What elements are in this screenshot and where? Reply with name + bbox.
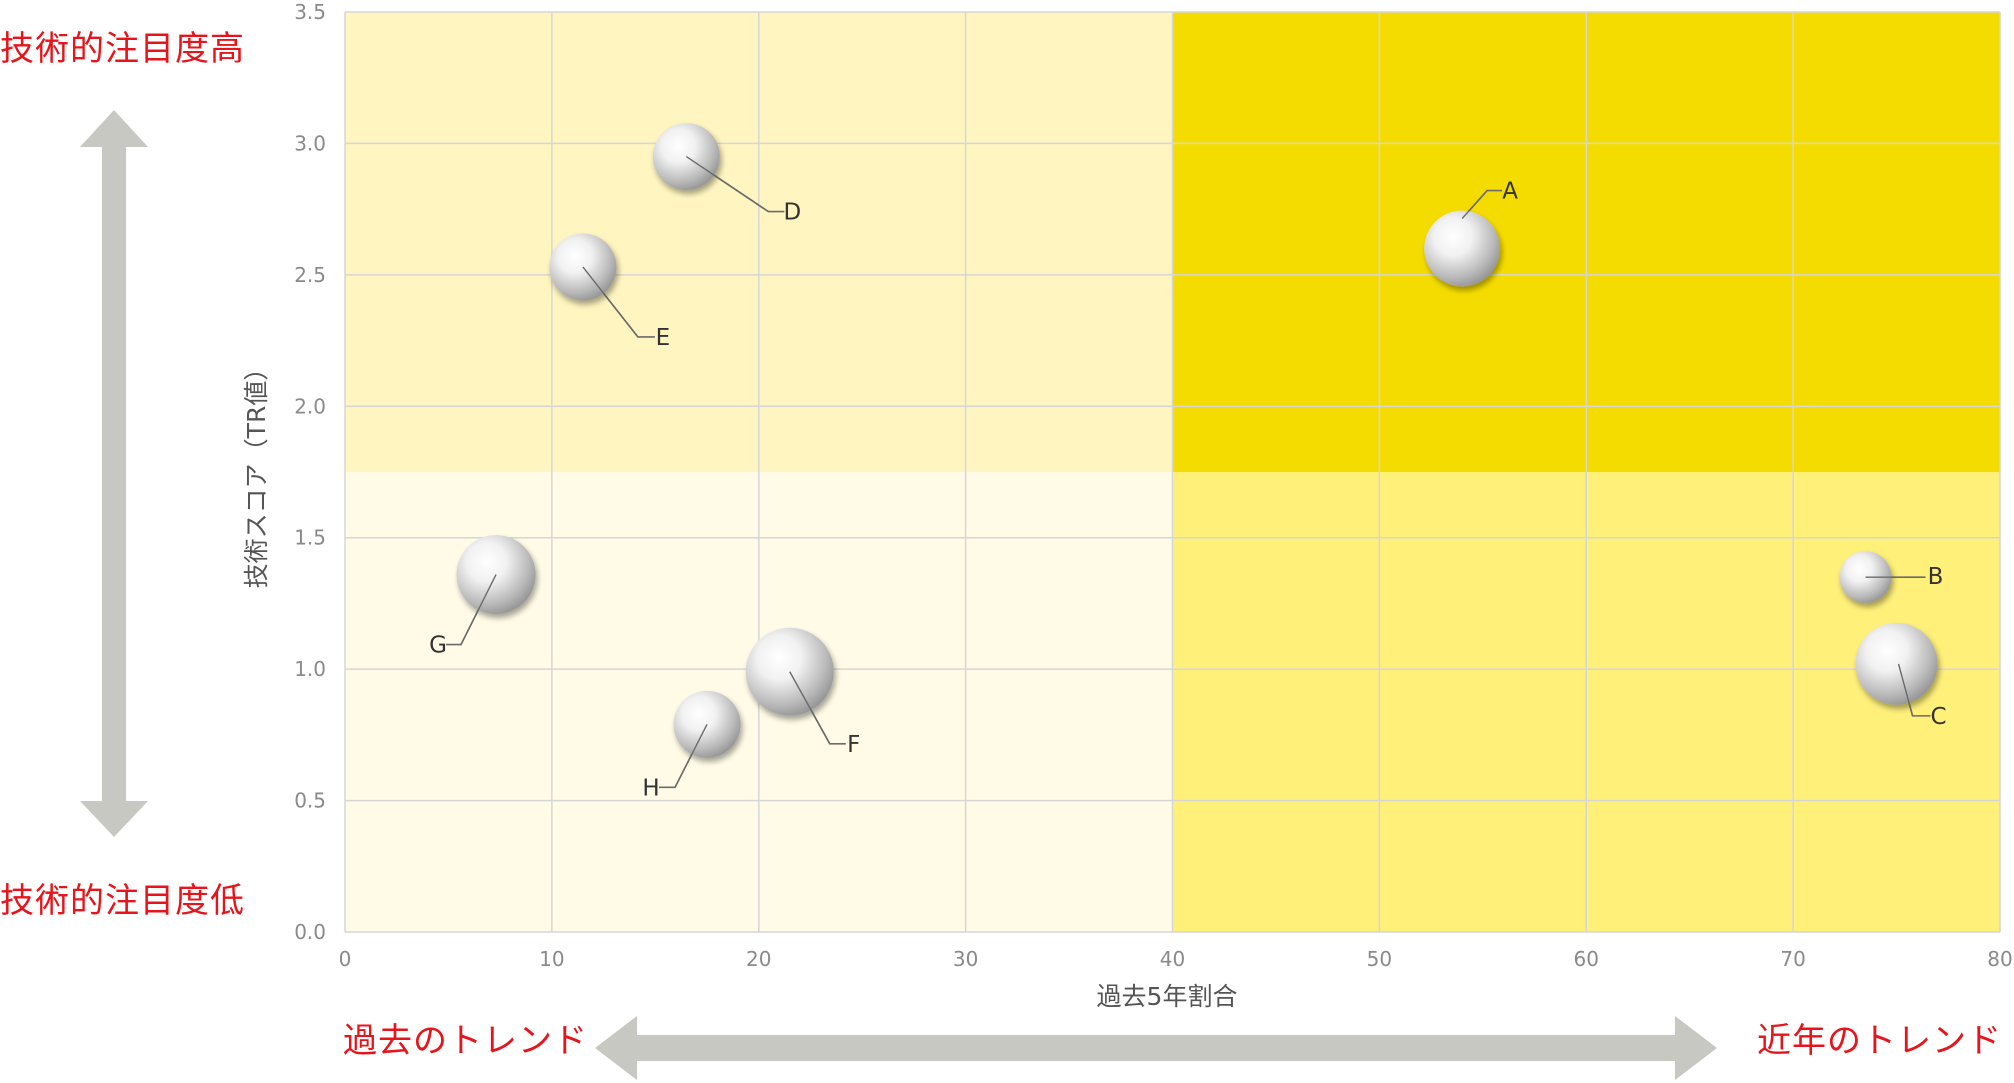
x-axis-title: 過去5年割合 <box>1097 982 1238 1011</box>
leader-line-inner-h <box>674 724 708 788</box>
bubble-a <box>1424 210 1501 287</box>
point-label-g: G <box>429 633 447 659</box>
x-tick-label: 70 <box>1780 947 1805 971</box>
y-tick-label: 0.0 <box>294 920 326 944</box>
point-label-h: H <box>642 775 659 801</box>
x-tick-label: 10 <box>539 947 564 971</box>
x-tick-label: 80 <box>1987 947 2012 971</box>
leader-line-inner-f <box>789 671 831 745</box>
y-tick-label: 3.0 <box>294 131 326 155</box>
x-tick-label: 0 <box>339 947 352 971</box>
leader-line-inner-e <box>582 266 639 338</box>
annotation-low-attention: 技術的注目度低 <box>0 881 245 921</box>
x-tick-label: 30 <box>953 947 978 971</box>
y-tick-label: 0.5 <box>294 789 326 813</box>
x-tick-label: 40 <box>1160 947 1185 971</box>
y-tick-label: 1.0 <box>294 657 326 681</box>
leader-line-inner-d <box>685 155 769 213</box>
point-label-a: A <box>1502 179 1518 205</box>
grid-lines <box>344 11 2001 933</box>
point-labels: A B C D E F G H <box>429 155 1947 801</box>
y-axis-ticks: 0.0 0.5 1.0 1.5 2.0 2.5 3.0 3.5 <box>294 0 326 944</box>
point-label-d: D <box>783 200 801 226</box>
y-axis-title: 技術スコア（TR値） <box>242 356 271 589</box>
leader-line-inner-g <box>460 574 497 645</box>
y-tick-label: 2.5 <box>294 263 326 287</box>
point-label-b: B <box>1928 564 1944 590</box>
bubble-c <box>1855 622 1938 705</box>
x-tick-label: 50 <box>1367 947 1392 971</box>
x-tick-label: 60 <box>1574 947 1599 971</box>
point-label-c: C <box>1931 704 1947 730</box>
annotation-recent-trend: 近年のトレンド <box>1757 1021 2002 1061</box>
annotation-high-attention: 技術的注目度高 <box>0 29 245 69</box>
point-label-f: F <box>847 732 860 758</box>
x-axis-ticks: 0 10 20 30 40 50 60 70 80 <box>339 947 2013 971</box>
y-tick-label: 1.5 <box>294 526 326 550</box>
point-label-e: E <box>656 325 671 351</box>
horizontal-double-arrow <box>595 1016 1717 1080</box>
leader-line-inner-a <box>1461 190 1488 220</box>
vertical-double-arrow <box>80 110 148 837</box>
x-tick-label: 20 <box>746 947 771 971</box>
y-tick-label: 2.0 <box>294 394 326 418</box>
y-tick-label: 3.5 <box>294 0 326 24</box>
annotation-past-trend: 過去のトレンド <box>343 1021 588 1061</box>
leader-line-inner-c <box>1897 663 1914 717</box>
